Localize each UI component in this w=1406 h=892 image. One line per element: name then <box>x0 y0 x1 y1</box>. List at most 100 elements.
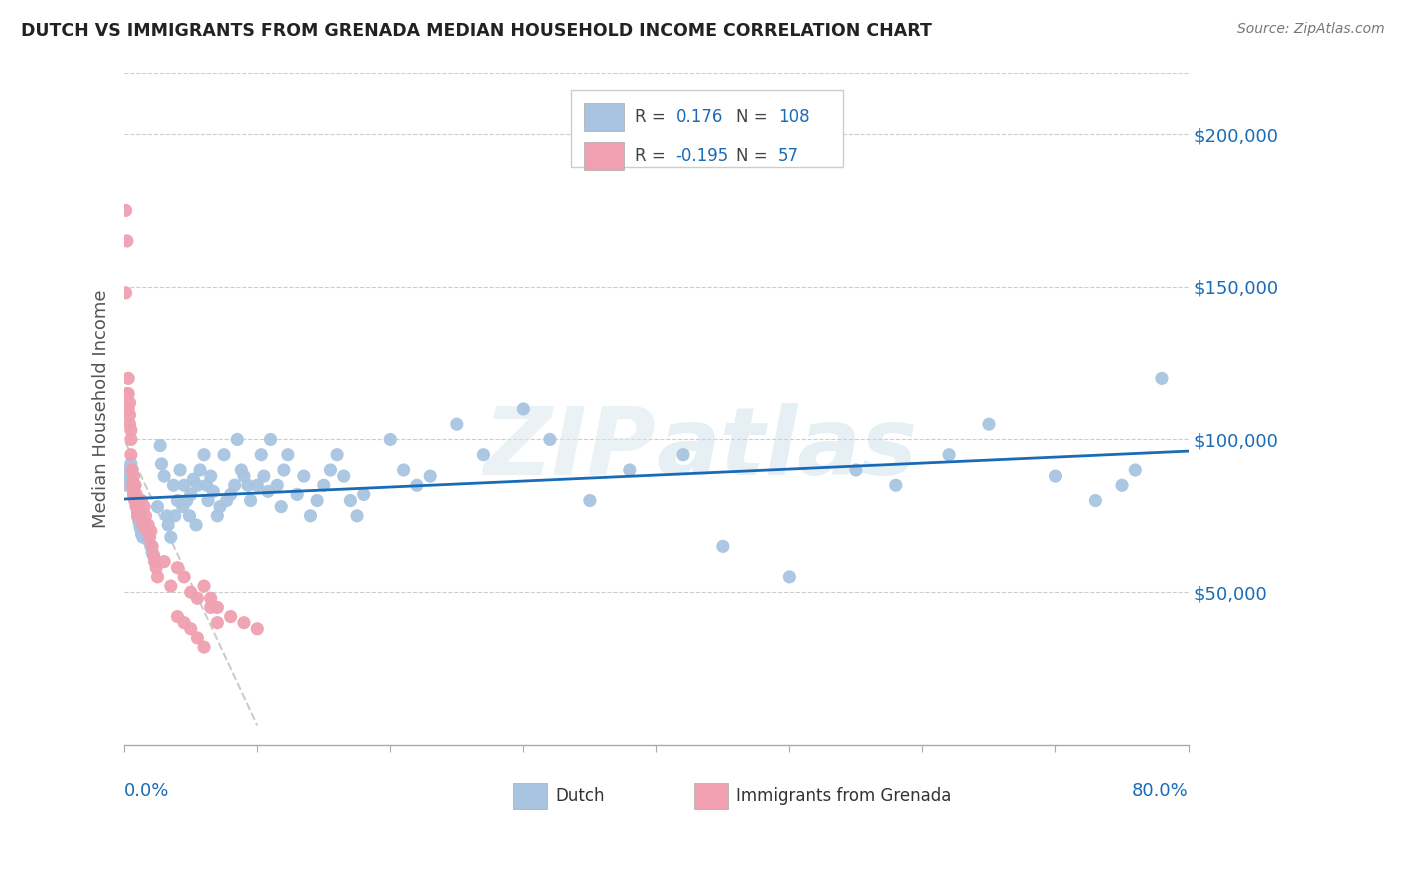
Point <box>139 524 162 538</box>
Point <box>166 493 188 508</box>
Point <box>134 508 156 523</box>
Point <box>166 609 188 624</box>
Point <box>117 463 139 477</box>
Point <box>166 560 188 574</box>
Text: 108: 108 <box>778 108 810 126</box>
Point <box>200 469 222 483</box>
Point <box>332 469 354 483</box>
Point <box>884 478 907 492</box>
Point <box>1111 478 1133 492</box>
Point <box>273 463 295 477</box>
Point <box>1123 463 1146 477</box>
Point <box>236 478 259 492</box>
Point <box>131 524 153 538</box>
Point <box>115 478 138 492</box>
Point <box>176 493 198 508</box>
Point <box>115 386 138 401</box>
Text: R =: R = <box>636 147 671 165</box>
Point <box>118 469 141 483</box>
Point <box>117 401 139 416</box>
Point <box>129 518 152 533</box>
Point <box>208 500 231 514</box>
Point <box>127 508 149 523</box>
Point <box>141 539 163 553</box>
Y-axis label: Median Household Income: Median Household Income <box>93 290 110 528</box>
Point <box>129 521 152 535</box>
Point <box>118 408 141 422</box>
Point <box>224 478 246 492</box>
Point <box>132 518 155 533</box>
Point <box>143 555 166 569</box>
Point <box>186 478 208 492</box>
Point <box>153 469 176 483</box>
Point <box>136 533 159 548</box>
FancyBboxPatch shape <box>513 783 547 809</box>
Point <box>246 478 269 492</box>
Point <box>619 463 641 477</box>
Text: Source: ZipAtlas.com: Source: ZipAtlas.com <box>1237 22 1385 37</box>
Text: DUTCH VS IMMIGRANTS FROM GRENADA MEDIAN HOUSEHOLD INCOME CORRELATION CHART: DUTCH VS IMMIGRANTS FROM GRENADA MEDIAN … <box>21 22 932 40</box>
Point <box>193 579 215 593</box>
Point <box>122 469 145 483</box>
Point <box>1150 371 1173 385</box>
Text: N =: N = <box>737 147 773 165</box>
Point <box>146 570 169 584</box>
Point <box>538 433 561 447</box>
Point <box>138 530 160 544</box>
Point <box>121 475 143 490</box>
Point <box>162 478 184 492</box>
Point <box>207 615 229 630</box>
Point <box>143 555 166 569</box>
Point <box>134 500 156 514</box>
Point <box>120 423 142 437</box>
Point <box>180 487 202 501</box>
Point <box>233 615 256 630</box>
Point <box>257 484 280 499</box>
Point <box>292 469 315 483</box>
Text: Immigrants from Grenada: Immigrants from Grenada <box>737 787 952 805</box>
Point <box>118 417 141 432</box>
Point <box>312 478 335 492</box>
Point <box>135 524 157 538</box>
Point <box>250 448 273 462</box>
Point <box>139 539 162 553</box>
Point <box>114 285 136 300</box>
Point <box>579 493 602 508</box>
Point <box>134 518 156 533</box>
Point <box>512 401 534 416</box>
Point <box>207 508 229 523</box>
Point <box>124 493 146 508</box>
Point <box>392 463 415 477</box>
Point <box>672 448 695 462</box>
Text: Dutch: Dutch <box>555 787 605 805</box>
Point <box>125 500 148 514</box>
Text: atlas: atlas <box>657 403 918 495</box>
Point <box>183 472 205 486</box>
Point <box>127 493 149 508</box>
Point <box>120 433 142 447</box>
FancyBboxPatch shape <box>583 103 624 131</box>
Point <box>200 591 222 606</box>
Point <box>145 560 167 574</box>
Point <box>124 493 146 508</box>
Point <box>233 469 256 483</box>
Point <box>118 396 141 410</box>
Point <box>127 508 149 523</box>
Point <box>136 518 159 533</box>
Point <box>266 478 288 492</box>
Point <box>184 518 207 533</box>
Point <box>219 609 242 624</box>
Point <box>114 203 136 218</box>
Point <box>129 508 152 523</box>
Point <box>193 448 215 462</box>
Text: -0.195: -0.195 <box>675 147 728 165</box>
Point <box>231 463 253 477</box>
Point <box>163 508 186 523</box>
Point <box>146 500 169 514</box>
Point <box>180 622 202 636</box>
Point <box>195 478 218 492</box>
Point <box>353 487 375 501</box>
Point <box>188 463 211 477</box>
Point <box>277 448 299 462</box>
Point <box>285 487 308 501</box>
